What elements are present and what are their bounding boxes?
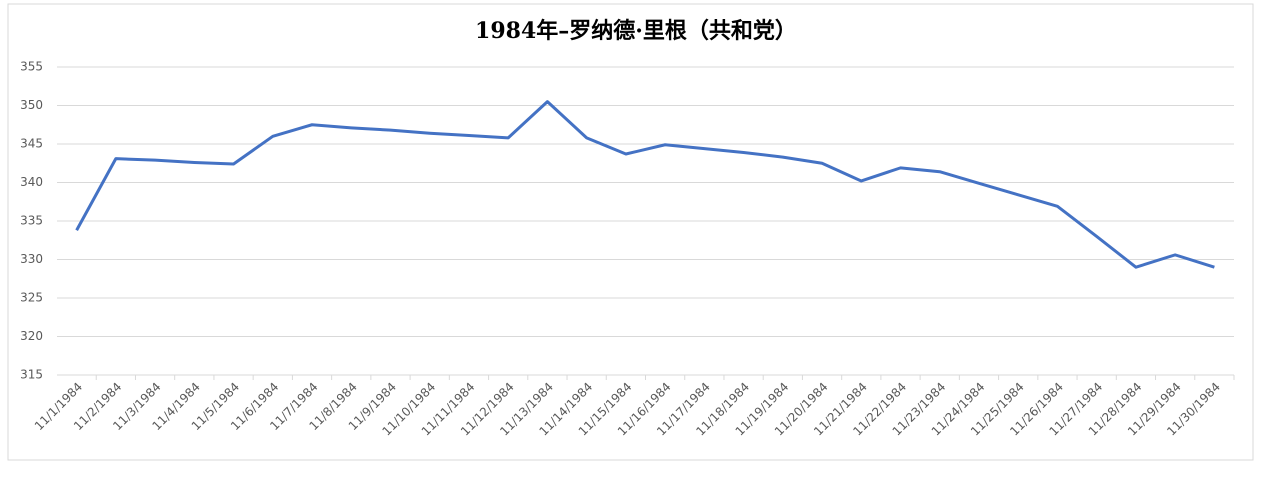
y-tick-label: 345 bbox=[20, 137, 43, 151]
y-tick-label: 335 bbox=[20, 214, 43, 228]
y-tick-label: 355 bbox=[20, 60, 43, 74]
line bbox=[75, 100, 1215, 269]
y-tick-label: 350 bbox=[20, 98, 43, 112]
y-tick-label: 320 bbox=[20, 329, 43, 343]
chart-title: 1984年–罗纳德·里根（共和党） bbox=[475, 18, 797, 44]
y-tick-label: 340 bbox=[20, 175, 43, 189]
chart-frame bbox=[7, 3, 1254, 461]
y-tick-label: 330 bbox=[20, 252, 43, 266]
y-tick-label: 325 bbox=[20, 291, 43, 305]
y-tick-label: 315 bbox=[20, 368, 43, 382]
